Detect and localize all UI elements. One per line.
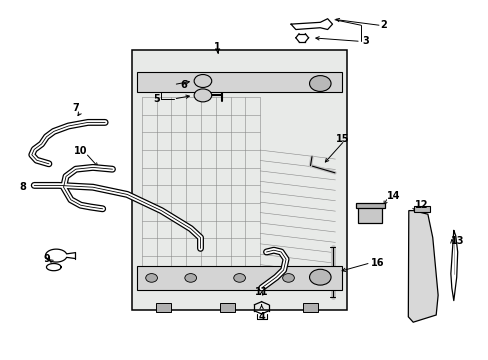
Circle shape bbox=[309, 269, 330, 285]
Circle shape bbox=[282, 274, 294, 282]
Text: 11: 11 bbox=[254, 287, 268, 297]
Text: 14: 14 bbox=[386, 191, 400, 201]
Circle shape bbox=[309, 76, 330, 91]
Bar bbox=[357, 207, 382, 223]
Circle shape bbox=[194, 75, 211, 87]
Text: 16: 16 bbox=[370, 258, 384, 268]
Bar bbox=[132, 50, 346, 310]
Text: 5: 5 bbox=[153, 94, 160, 104]
Circle shape bbox=[194, 89, 211, 102]
Text: 3: 3 bbox=[362, 36, 368, 46]
Circle shape bbox=[184, 274, 196, 282]
Text: 7: 7 bbox=[72, 103, 79, 113]
Bar bbox=[303, 303, 317, 312]
Bar bbox=[220, 303, 234, 312]
Text: 13: 13 bbox=[449, 236, 463, 246]
Text: 10: 10 bbox=[74, 146, 87, 156]
Polygon shape bbox=[407, 211, 437, 322]
Text: 1: 1 bbox=[214, 42, 221, 52]
Circle shape bbox=[145, 274, 157, 282]
Text: 9: 9 bbox=[43, 254, 50, 264]
Circle shape bbox=[233, 274, 245, 282]
Bar bbox=[137, 266, 342, 290]
Bar bbox=[413, 206, 429, 212]
Bar bbox=[156, 303, 171, 312]
Text: 8: 8 bbox=[20, 182, 26, 192]
Text: 2: 2 bbox=[380, 20, 386, 30]
Text: 15: 15 bbox=[335, 134, 348, 144]
Text: 6: 6 bbox=[180, 80, 186, 90]
Text: 4: 4 bbox=[258, 312, 264, 322]
Text: 12: 12 bbox=[414, 200, 427, 210]
Bar bbox=[355, 203, 384, 208]
Bar bbox=[137, 72, 342, 92]
